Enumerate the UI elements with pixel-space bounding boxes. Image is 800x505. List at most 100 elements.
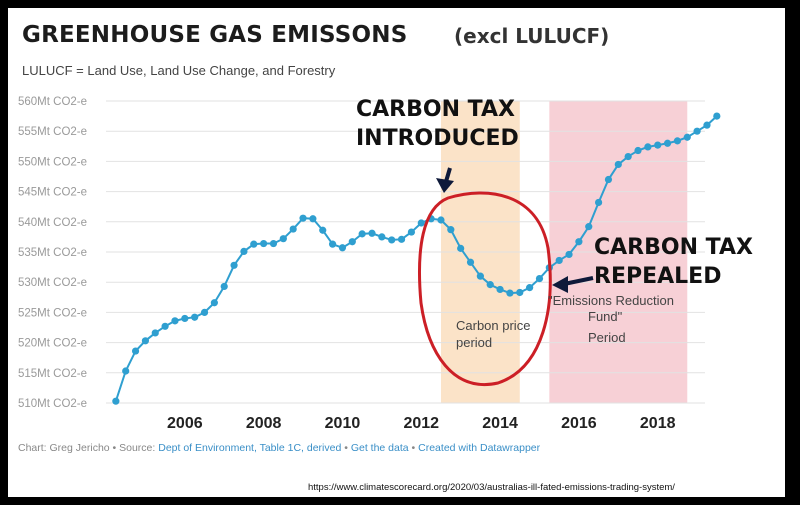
x-tick-label: 2018 bbox=[640, 415, 676, 432]
data-point bbox=[604, 175, 613, 184]
data-point bbox=[526, 284, 534, 292]
data-point bbox=[141, 337, 150, 345]
data-point bbox=[181, 314, 189, 323]
carbon-tax-introduced-line1: CARBON TAX bbox=[356, 97, 515, 122]
footer-credit: Chart: Greg Jericho • Source: bbox=[18, 442, 159, 454]
data-point bbox=[476, 272, 484, 280]
data-point bbox=[555, 256, 563, 265]
created-with-link[interactable]: Created with Datawrapper bbox=[418, 442, 541, 454]
x-axis-ticks: 2006 2008 2010 2012 2014 2016 2018 bbox=[167, 415, 676, 432]
data-point bbox=[122, 367, 130, 375]
data-point bbox=[338, 244, 347, 252]
y-tick-label: 560Mt CO2-e bbox=[18, 96, 87, 108]
data-point bbox=[703, 121, 711, 129]
y-tick-label: 525Mt CO2-e bbox=[18, 307, 87, 319]
chart-card: GREENHOUSE GAS EMISSONS (excl LULUCF) LU… bbox=[8, 8, 785, 497]
data-point bbox=[654, 141, 662, 149]
carbon-tax-repealed-line1: CARBON TAX bbox=[594, 235, 753, 260]
data-point bbox=[407, 228, 416, 236]
data-point bbox=[250, 240, 258, 248]
line-chart: 510Mt CO2-e 515Mt CO2-e 520Mt CO2-e 525Mt C… bbox=[18, 96, 753, 432]
data-point bbox=[437, 216, 445, 224]
data-point bbox=[131, 347, 140, 355]
x-tick-label: 2006 bbox=[167, 415, 203, 432]
data-point bbox=[230, 261, 238, 269]
data-point bbox=[260, 239, 268, 248]
data-point bbox=[191, 313, 199, 321]
erf-label-line3: Period bbox=[588, 330, 626, 345]
chart-subtitle: LULUCF = Land Use, Land Use Change, and … bbox=[22, 63, 336, 78]
data-point bbox=[210, 299, 218, 307]
title-suffix: (excl LULUCF) bbox=[454, 24, 610, 48]
data-point bbox=[397, 235, 406, 243]
data-point bbox=[614, 160, 622, 169]
chart-title: GREENHOUSE GAS EMISSONS bbox=[22, 22, 408, 48]
x-tick-label: 2008 bbox=[246, 415, 282, 432]
data-point bbox=[269, 239, 278, 248]
data-point bbox=[240, 247, 248, 255]
carbon-tax-repealed-line2: REPEALED bbox=[594, 264, 721, 289]
y-tick-label: 555Mt CO2-e bbox=[18, 126, 87, 138]
data-point bbox=[457, 244, 465, 252]
repealed-arrow bbox=[552, 276, 594, 293]
y-tick-label: 550Mt CO2-e bbox=[18, 156, 87, 168]
data-point bbox=[624, 152, 632, 161]
y-tick-label: 545Mt CO2-e bbox=[18, 187, 87, 199]
data-point bbox=[575, 238, 583, 246]
data-point bbox=[673, 137, 682, 145]
carbon-tax-introduced-line2: INTRODUCED bbox=[356, 126, 519, 151]
data-point bbox=[516, 288, 524, 297]
data-point bbox=[634, 146, 642, 155]
data-point bbox=[713, 112, 721, 120]
data-point bbox=[683, 133, 691, 141]
highlight-circle bbox=[418, 191, 552, 386]
y-axis-ticks: 510Mt CO2-e 515Mt CO2-e 520Mt CO2-e 525Mt C… bbox=[18, 96, 87, 410]
data-point bbox=[417, 219, 425, 227]
y-tick-label: 540Mt CO2-e bbox=[18, 217, 87, 229]
data-point bbox=[535, 274, 544, 283]
data-point bbox=[309, 215, 317, 223]
data-point bbox=[644, 143, 652, 151]
data-point bbox=[220, 282, 228, 291]
x-tick-label: 2016 bbox=[561, 415, 597, 432]
y-tick-label: 530Mt CO2-e bbox=[18, 277, 87, 289]
data-point bbox=[171, 317, 179, 325]
chart-footer: Chart: Greg Jericho • Source: Dept of En… bbox=[18, 442, 540, 454]
data-point bbox=[585, 223, 593, 231]
source-link[interactable]: Dept of Environment, Table 1C, derived bbox=[158, 442, 342, 454]
footer-sep-2: • bbox=[408, 442, 419, 454]
data-point bbox=[693, 127, 701, 135]
y-tick-label: 535Mt CO2-e bbox=[18, 247, 87, 259]
carbon-price-label-line1: Carbon price bbox=[456, 318, 530, 333]
erf-label-line1: "Emissions Reduction bbox=[548, 293, 674, 308]
data-point bbox=[112, 397, 120, 405]
data-point bbox=[506, 289, 514, 297]
data-point bbox=[565, 250, 573, 259]
data-point bbox=[200, 308, 209, 316]
carbon-price-label-line2: period bbox=[456, 335, 492, 350]
data-point bbox=[486, 281, 494, 289]
data-point bbox=[496, 285, 504, 294]
data-point bbox=[151, 329, 159, 337]
data-point bbox=[348, 238, 356, 246]
data-point bbox=[447, 226, 455, 234]
data-point bbox=[388, 236, 396, 244]
data-point bbox=[466, 258, 475, 266]
y-gridlines bbox=[106, 100, 705, 404]
x-tick-label: 2012 bbox=[403, 415, 439, 432]
y-tick-label: 520Mt CO2-e bbox=[18, 338, 87, 350]
data-point bbox=[358, 230, 366, 238]
data-point bbox=[161, 322, 169, 330]
data-point bbox=[663, 139, 672, 147]
data-point bbox=[328, 240, 337, 248]
footer-sep-1: • bbox=[341, 442, 351, 454]
source-url: https://www.climatescorecard.org/2020/03… bbox=[308, 482, 675, 493]
data-point bbox=[319, 226, 327, 234]
x-tick-label: 2014 bbox=[482, 415, 518, 432]
x-tick-label: 2010 bbox=[325, 415, 361, 432]
data-point bbox=[299, 214, 307, 222]
data-point bbox=[378, 233, 386, 241]
emissions-points bbox=[112, 112, 721, 405]
get-the-data-link[interactable]: Get the data bbox=[350, 442, 409, 454]
erf-label-line2: Fund" bbox=[588, 309, 623, 324]
